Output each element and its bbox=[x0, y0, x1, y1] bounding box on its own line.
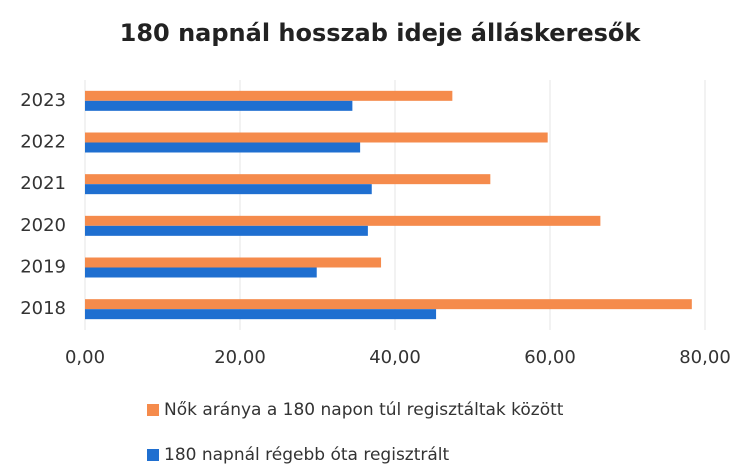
bar bbox=[85, 309, 437, 320]
bar bbox=[85, 100, 353, 111]
legend-label: Nők aránya a 180 napon túl regisztáltak … bbox=[164, 400, 564, 420]
y-tick-label: 2022 bbox=[20, 132, 66, 153]
x-tick-label: 80,00 bbox=[679, 347, 731, 368]
bar bbox=[85, 267, 317, 278]
y-tick-label: 2020 bbox=[20, 215, 66, 236]
legend-swatch bbox=[147, 449, 159, 461]
bar bbox=[85, 257, 382, 268]
bar bbox=[85, 215, 601, 226]
bar bbox=[85, 132, 548, 143]
y-tick-label: 2018 bbox=[20, 298, 66, 319]
x-tick-label: 60,00 bbox=[524, 347, 576, 368]
bar bbox=[85, 225, 368, 236]
bar bbox=[85, 142, 361, 153]
x-tick-label: 0,00 bbox=[65, 347, 105, 368]
y-tick-label: 2023 bbox=[20, 90, 66, 111]
y-tick-label: 2019 bbox=[20, 257, 66, 278]
legend-label: 180 napnál régebb óta regisztrált bbox=[164, 445, 450, 465]
chart-title: 180 napnál hosszab ideje álláskeresők bbox=[120, 19, 642, 47]
legend-swatch bbox=[147, 404, 159, 416]
bar bbox=[85, 184, 372, 195]
bar bbox=[85, 174, 491, 185]
bar bbox=[85, 90, 453, 101]
bar bbox=[85, 299, 692, 310]
y-tick-label: 2021 bbox=[20, 173, 66, 194]
x-tick-label: 40,00 bbox=[369, 347, 421, 368]
x-tick-label: 20,00 bbox=[214, 347, 266, 368]
